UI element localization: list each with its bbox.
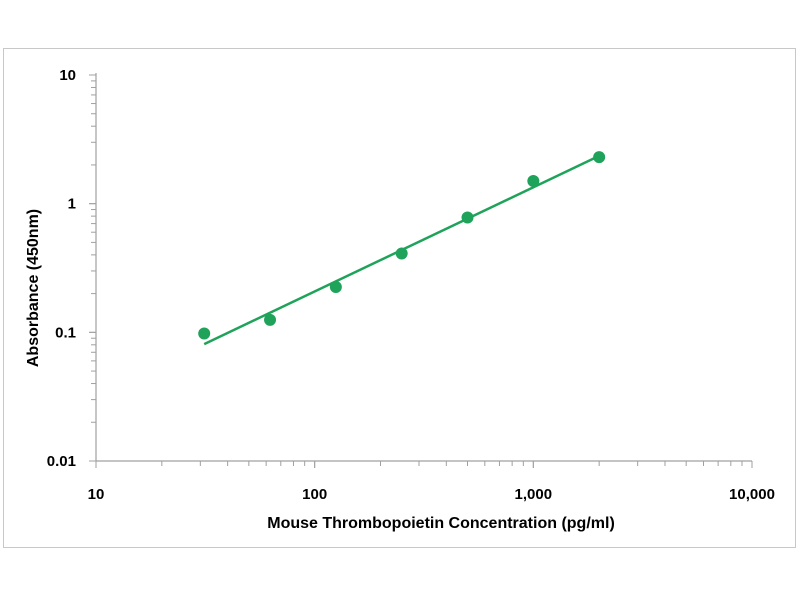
axes bbox=[95, 73, 752, 462]
data-point bbox=[593, 151, 606, 164]
y-tick-label: 1 bbox=[68, 196, 76, 213]
y-axis-title: Absorbance (450nm) bbox=[25, 209, 42, 367]
data-point bbox=[461, 211, 474, 224]
y-tick-label: 0.1 bbox=[55, 324, 76, 341]
ticks bbox=[89, 74, 753, 468]
data-point bbox=[527, 175, 540, 188]
chart-frame bbox=[3, 48, 796, 548]
x-axis-title: Mouse Thrombopoietin Concentration (pg/m… bbox=[267, 515, 615, 532]
data-point bbox=[329, 281, 342, 294]
data-point bbox=[395, 247, 408, 260]
data-points bbox=[198, 151, 606, 340]
x-tick-label: 100 bbox=[302, 486, 327, 503]
tick-labels: 10 100 1,000 10,000 0.01 0.1 1 10 bbox=[47, 67, 775, 503]
x-tick-label: 10 bbox=[88, 486, 105, 503]
data-point bbox=[264, 313, 277, 326]
x-tick-label: 1,000 bbox=[515, 486, 553, 503]
y-tick-label: 10 bbox=[59, 67, 76, 84]
y-tick-label: 0.01 bbox=[47, 453, 76, 470]
x-tick-label: 10,000 bbox=[729, 486, 775, 503]
data-point bbox=[198, 327, 211, 340]
